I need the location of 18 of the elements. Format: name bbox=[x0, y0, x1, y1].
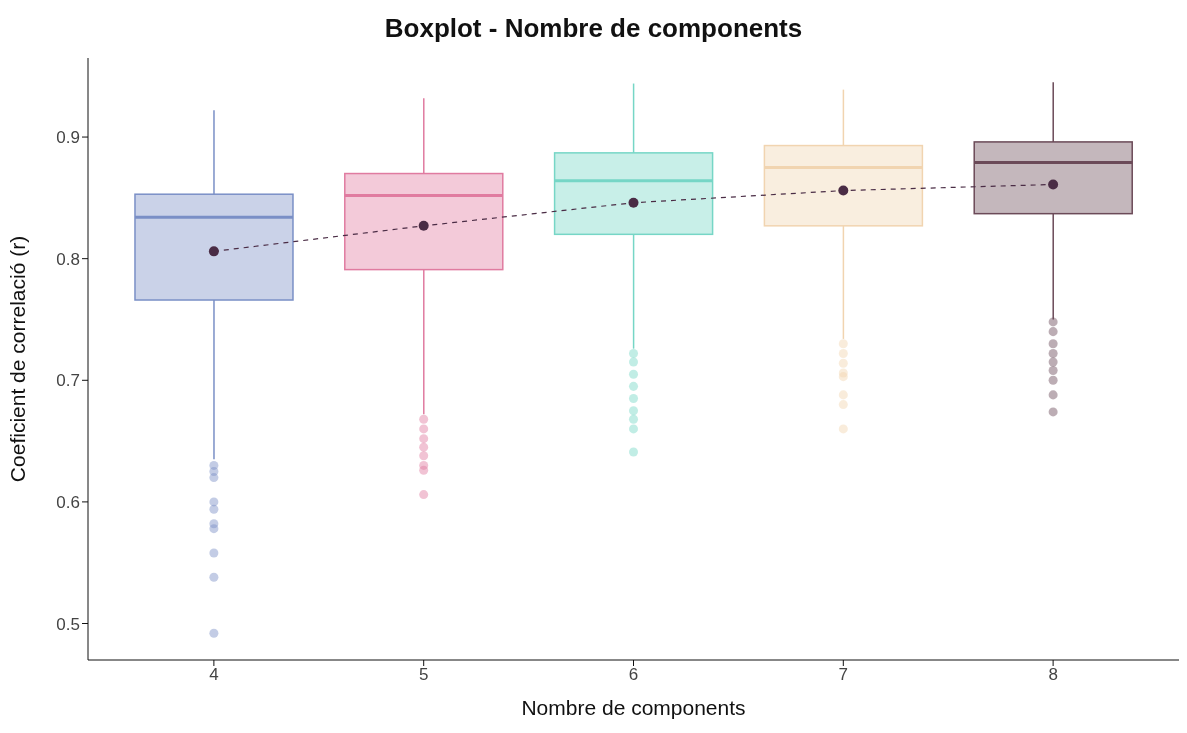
x-tick-label: 7 bbox=[838, 665, 849, 685]
point bbox=[418, 220, 429, 231]
point bbox=[1048, 179, 1059, 190]
chart-title: Boxplot - Nombre de components bbox=[383, 12, 804, 45]
y-tick-label: 0.8 bbox=[56, 249, 80, 269]
x-tick-label: 6 bbox=[628, 665, 639, 685]
x-tick-label: 8 bbox=[1048, 665, 1058, 685]
x-axis-title: Nombre de components bbox=[521, 696, 746, 719]
y-tick-label: 0.9 bbox=[56, 128, 80, 148]
point bbox=[838, 185, 849, 196]
y-tick-label: 0.7 bbox=[56, 371, 80, 391]
y-axis-title: Coeficient de correlació (r) bbox=[6, 235, 30, 483]
point bbox=[628, 197, 639, 208]
x-tick-label: 5 bbox=[418, 665, 429, 685]
y-tick-label: 0.6 bbox=[56, 492, 80, 512]
x-tick-label: 4 bbox=[209, 665, 219, 685]
point bbox=[208, 246, 219, 257]
y-tick-label: 0.5 bbox=[56, 614, 80, 634]
